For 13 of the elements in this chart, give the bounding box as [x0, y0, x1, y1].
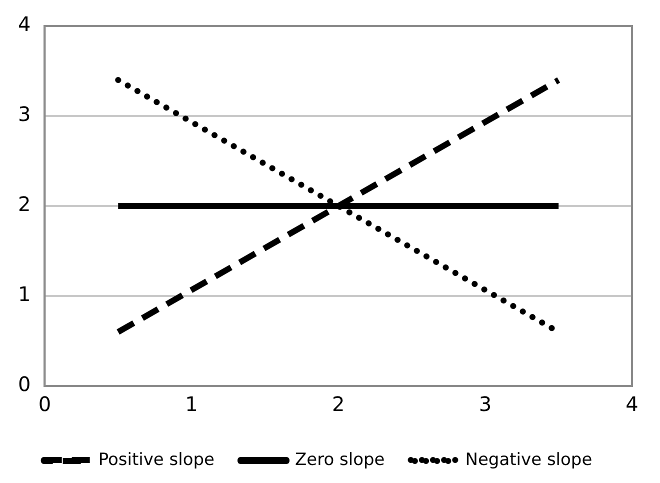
x-tick-label: 0: [38, 392, 52, 416]
x-tick-label: 4: [626, 392, 638, 416]
legend-label: Negative slope: [465, 450, 592, 470]
x-tick-label: 1: [185, 392, 198, 416]
y-tick-label: 3: [18, 102, 31, 126]
y-tick-label: 0: [18, 372, 31, 396]
x-tick-label: 3: [478, 392, 492, 416]
legend-label: Zero slope: [294, 450, 385, 470]
y-tick-label: 4: [18, 12, 31, 36]
y-tick-label: 1: [18, 282, 31, 306]
legend-label: Positive slope: [98, 450, 214, 470]
x-tick-label: 2: [332, 392, 345, 416]
y-tick-label: 2: [18, 192, 31, 216]
